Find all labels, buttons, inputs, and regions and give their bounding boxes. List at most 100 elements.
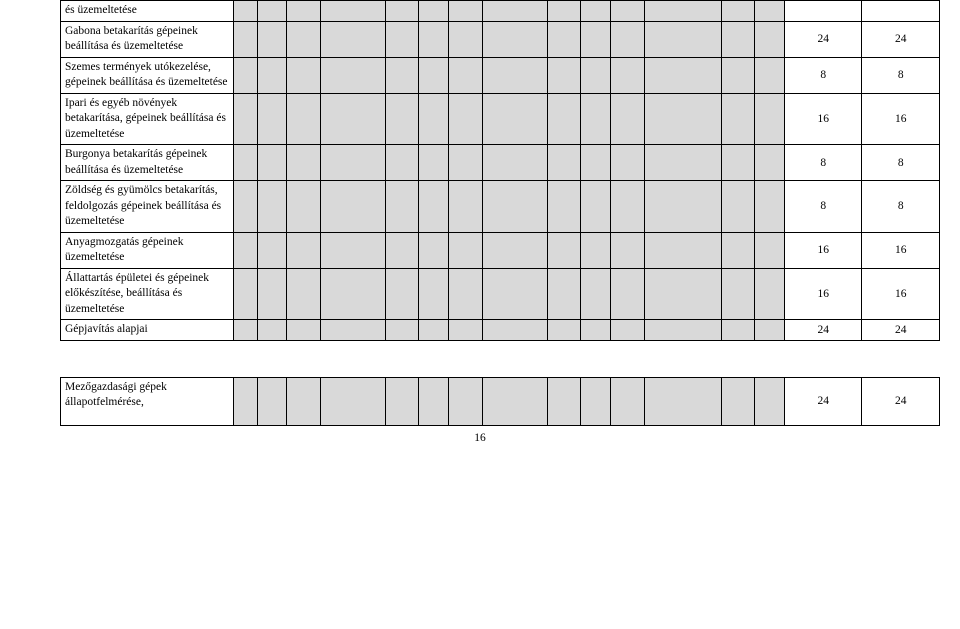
cell	[449, 57, 482, 93]
page-number: 16	[0, 432, 960, 444]
cell	[287, 181, 320, 233]
cell	[449, 232, 482, 268]
value-1: 24	[785, 377, 862, 425]
cell	[233, 232, 257, 268]
value-2: 8	[862, 181, 940, 233]
cell	[257, 268, 287, 320]
cell	[644, 93, 721, 145]
value-1: 24	[785, 21, 862, 57]
row-label: Gabona betakarítás gépeinek beállítása é…	[61, 21, 234, 57]
row-label: Ipari és egyéb növények betakarítása, gé…	[61, 93, 234, 145]
cell	[644, 320, 721, 341]
cell	[320, 145, 386, 181]
cell	[419, 1, 449, 22]
value-2: 24	[862, 21, 940, 57]
cell	[482, 181, 548, 233]
cell	[721, 57, 754, 93]
cell	[419, 21, 449, 57]
cell	[548, 268, 581, 320]
cell	[611, 93, 644, 145]
table-row: Szemes termények utókezelése, gépeinek b…	[61, 57, 940, 93]
cell	[386, 1, 419, 22]
cell	[449, 377, 482, 425]
cell	[644, 268, 721, 320]
table-row: és üzemeltetése	[61, 1, 940, 22]
row-label: Szemes termények utókezelése, gépeinek b…	[61, 57, 234, 93]
cell	[755, 268, 785, 320]
cell	[287, 93, 320, 145]
cell	[755, 181, 785, 233]
cell	[644, 21, 721, 57]
cell	[257, 232, 287, 268]
value-1: 16	[785, 93, 862, 145]
cell	[233, 57, 257, 93]
value-1: 8	[785, 181, 862, 233]
cell	[419, 268, 449, 320]
row-label: Anyagmozgatás gépeinek üzemeltetése	[61, 232, 234, 268]
cell	[386, 21, 419, 57]
cell	[548, 57, 581, 93]
cell	[386, 57, 419, 93]
cell	[581, 320, 611, 341]
cell	[320, 377, 386, 425]
cell	[320, 21, 386, 57]
cell	[233, 145, 257, 181]
cell	[755, 377, 785, 425]
table-row: Ipari és egyéb növények betakarítása, gé…	[61, 93, 940, 145]
cell	[482, 268, 548, 320]
cell	[548, 181, 581, 233]
row-label: Burgonya betakarítás gépeinek beállítása…	[61, 145, 234, 181]
value-2: 16	[862, 232, 940, 268]
cell	[644, 1, 721, 22]
row-label: Állattartás épületei és gépeinek előkész…	[61, 268, 234, 320]
table-row: Zöldség és gyümölcs betakarítás, feldolg…	[61, 181, 940, 233]
cell	[257, 57, 287, 93]
cell	[721, 93, 754, 145]
cell	[482, 21, 548, 57]
cell	[419, 93, 449, 145]
cell	[287, 377, 320, 425]
cell	[449, 145, 482, 181]
cell	[721, 320, 754, 341]
cell	[287, 1, 320, 22]
cell	[581, 377, 611, 425]
cell	[233, 21, 257, 57]
cell	[482, 1, 548, 22]
cell	[386, 145, 419, 181]
table-row: Állattartás épületei és gépeinek előkész…	[61, 268, 940, 320]
cell	[611, 232, 644, 268]
cell	[644, 377, 721, 425]
cell	[386, 268, 419, 320]
page: és üzemeltetéseGabona betakarítás gépein…	[0, 0, 960, 444]
cell	[287, 21, 320, 57]
cell	[644, 232, 721, 268]
cell	[449, 320, 482, 341]
cell	[581, 181, 611, 233]
cell	[386, 320, 419, 341]
cell	[287, 145, 320, 181]
cell	[611, 57, 644, 93]
value-2: 8	[862, 145, 940, 181]
cell	[581, 21, 611, 57]
cell	[721, 232, 754, 268]
cell	[320, 232, 386, 268]
cell	[233, 377, 257, 425]
cell	[320, 93, 386, 145]
cell	[548, 21, 581, 57]
value-2: 16	[862, 268, 940, 320]
cell	[755, 57, 785, 93]
cell	[482, 93, 548, 145]
value-2: 16	[862, 93, 940, 145]
value-1	[785, 1, 862, 22]
cell	[581, 145, 611, 181]
value-1: 24	[785, 320, 862, 341]
cell	[482, 232, 548, 268]
cell	[581, 1, 611, 22]
table-row: Gabona betakarítás gépeinek beállítása é…	[61, 21, 940, 57]
cell	[548, 377, 581, 425]
cell	[257, 1, 287, 22]
main-table: és üzemeltetéseGabona betakarítás gépein…	[60, 0, 940, 341]
cell	[233, 268, 257, 320]
cell	[644, 145, 721, 181]
cell	[482, 57, 548, 93]
